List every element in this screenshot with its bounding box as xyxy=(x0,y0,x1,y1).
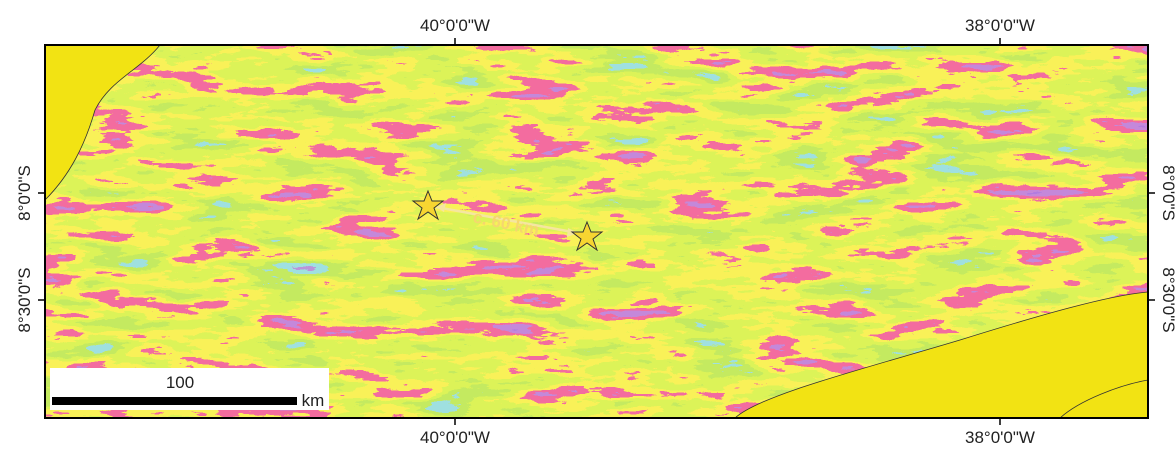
latitude-label: 8°0'0"S xyxy=(1159,165,1175,221)
no-data-area xyxy=(45,45,161,201)
longitude-label: 38°0'0"W xyxy=(965,16,1035,35)
longitude-label: 40°0'0"W xyxy=(420,428,490,447)
scale-unit: km xyxy=(302,391,325,410)
longitude-label: 40°0'0"W xyxy=(420,16,490,35)
scale-length: 100 xyxy=(166,373,194,392)
arrow-head xyxy=(436,203,446,212)
star-marker xyxy=(570,220,604,252)
map-frame xyxy=(44,44,1149,419)
scale-bar xyxy=(52,397,297,405)
star-marker xyxy=(411,189,445,221)
no-data-area xyxy=(734,291,1148,418)
map-area: c. 60 km 100 km xyxy=(45,45,1148,418)
latitude-label: 8°30'0"S xyxy=(1159,267,1175,332)
longitude-label: 38°0'0"W xyxy=(965,428,1035,447)
latitude-label: 8°30'0"S xyxy=(15,267,34,332)
latitude-label: 8°0'0"S xyxy=(15,165,34,221)
ticks xyxy=(38,38,1155,425)
distance-arrow xyxy=(435,205,579,235)
